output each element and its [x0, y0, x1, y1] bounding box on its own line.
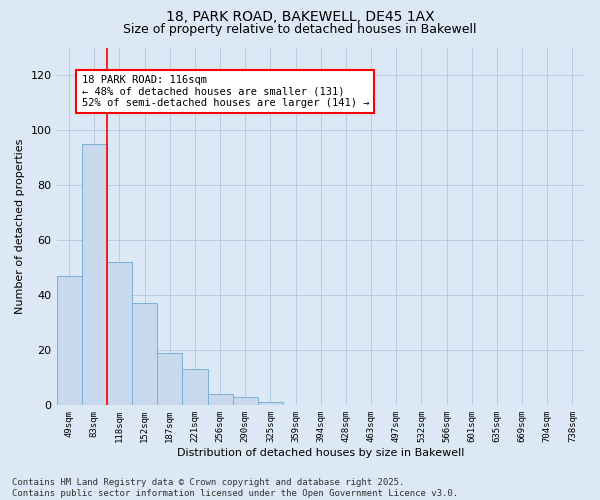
- Bar: [208, 394, 233, 405]
- Bar: [107, 262, 132, 405]
- Bar: [132, 303, 157, 405]
- Bar: [258, 402, 283, 405]
- Bar: [82, 144, 107, 405]
- Bar: [56, 276, 82, 405]
- Text: 18, PARK ROAD, BAKEWELL, DE45 1AX: 18, PARK ROAD, BAKEWELL, DE45 1AX: [166, 10, 434, 24]
- Y-axis label: Number of detached properties: Number of detached properties: [15, 138, 25, 314]
- X-axis label: Distribution of detached houses by size in Bakewell: Distribution of detached houses by size …: [177, 448, 464, 458]
- Bar: [233, 396, 258, 405]
- Bar: [182, 369, 208, 405]
- Text: 18 PARK ROAD: 116sqm
← 48% of detached houses are smaller (131)
52% of semi-deta: 18 PARK ROAD: 116sqm ← 48% of detached h…: [82, 75, 369, 108]
- Text: Size of property relative to detached houses in Bakewell: Size of property relative to detached ho…: [123, 22, 477, 36]
- Bar: [157, 352, 182, 405]
- Text: Contains HM Land Registry data © Crown copyright and database right 2025.
Contai: Contains HM Land Registry data © Crown c…: [12, 478, 458, 498]
